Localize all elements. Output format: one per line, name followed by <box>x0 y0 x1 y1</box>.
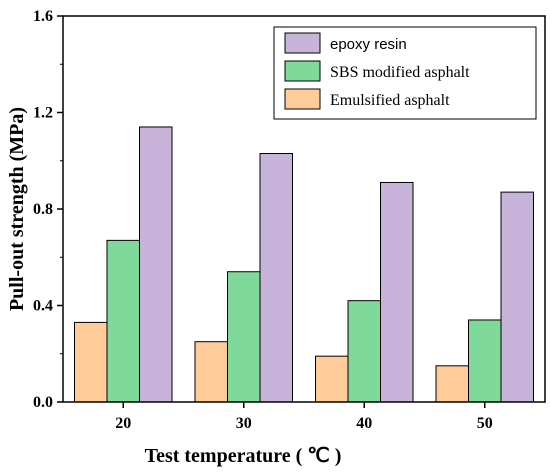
bar-epoxy-resin-50 <box>500 191 534 403</box>
bar-epoxy-resin-20 <box>139 126 173 403</box>
bar-sbs-modified-asphalt-30 <box>227 271 261 403</box>
y-tick-label: 1.6 <box>33 8 53 25</box>
bar-emulsified-asphalt-30 <box>194 341 228 403</box>
bar-emulsified-asphalt-20 <box>74 321 108 403</box>
legend: epoxy resin SBS modified asphalt Emulsifie… <box>273 26 537 120</box>
legend-swatch-sbs-modified-asphalt <box>284 60 321 82</box>
y-tick-label: 0.0 <box>33 394 53 411</box>
legend-swatch-epoxy-resin <box>284 32 321 54</box>
legend-label-sbs-modified-asphalt: SBS modified asphalt <box>330 64 470 81</box>
x-tick-label: 50 <box>477 415 493 432</box>
bar-sbs-modified-asphalt-50 <box>468 319 502 403</box>
bar-sbs-modified-asphalt-40 <box>347 300 381 403</box>
x-axis-title: Test temperature ( ℃ ) <box>145 445 342 467</box>
y-axis-title: Pull-out strength (MPa) <box>6 107 28 311</box>
bar-sbs-modified-asphalt-20 <box>106 239 140 403</box>
legend-swatch-emulsified-asphalt <box>284 88 321 110</box>
bars-layer <box>74 126 534 403</box>
bar-emulsified-asphalt-40 <box>315 355 349 403</box>
y-tick-label: 1.2 <box>33 105 53 122</box>
bar-epoxy-resin-30 <box>259 153 293 403</box>
bar-epoxy-resin-40 <box>380 181 414 403</box>
legend-label-epoxy-resin: epoxy resin <box>330 36 407 53</box>
bar-emulsified-asphalt-50 <box>435 365 469 403</box>
y-tick-label: 0.4 <box>33 298 53 315</box>
x-tick-label: 40 <box>356 415 372 432</box>
x-tick-label: 30 <box>236 415 252 432</box>
axes-layer: 20 30 40 50 0.0 0.4 0.8 1.2 1.6 <box>33 8 546 432</box>
x-tick-label: 20 <box>115 415 131 432</box>
y-tick-label: 0.8 <box>33 201 53 218</box>
legend-label-emulsified-asphalt: Emulsified asphalt <box>330 92 450 109</box>
